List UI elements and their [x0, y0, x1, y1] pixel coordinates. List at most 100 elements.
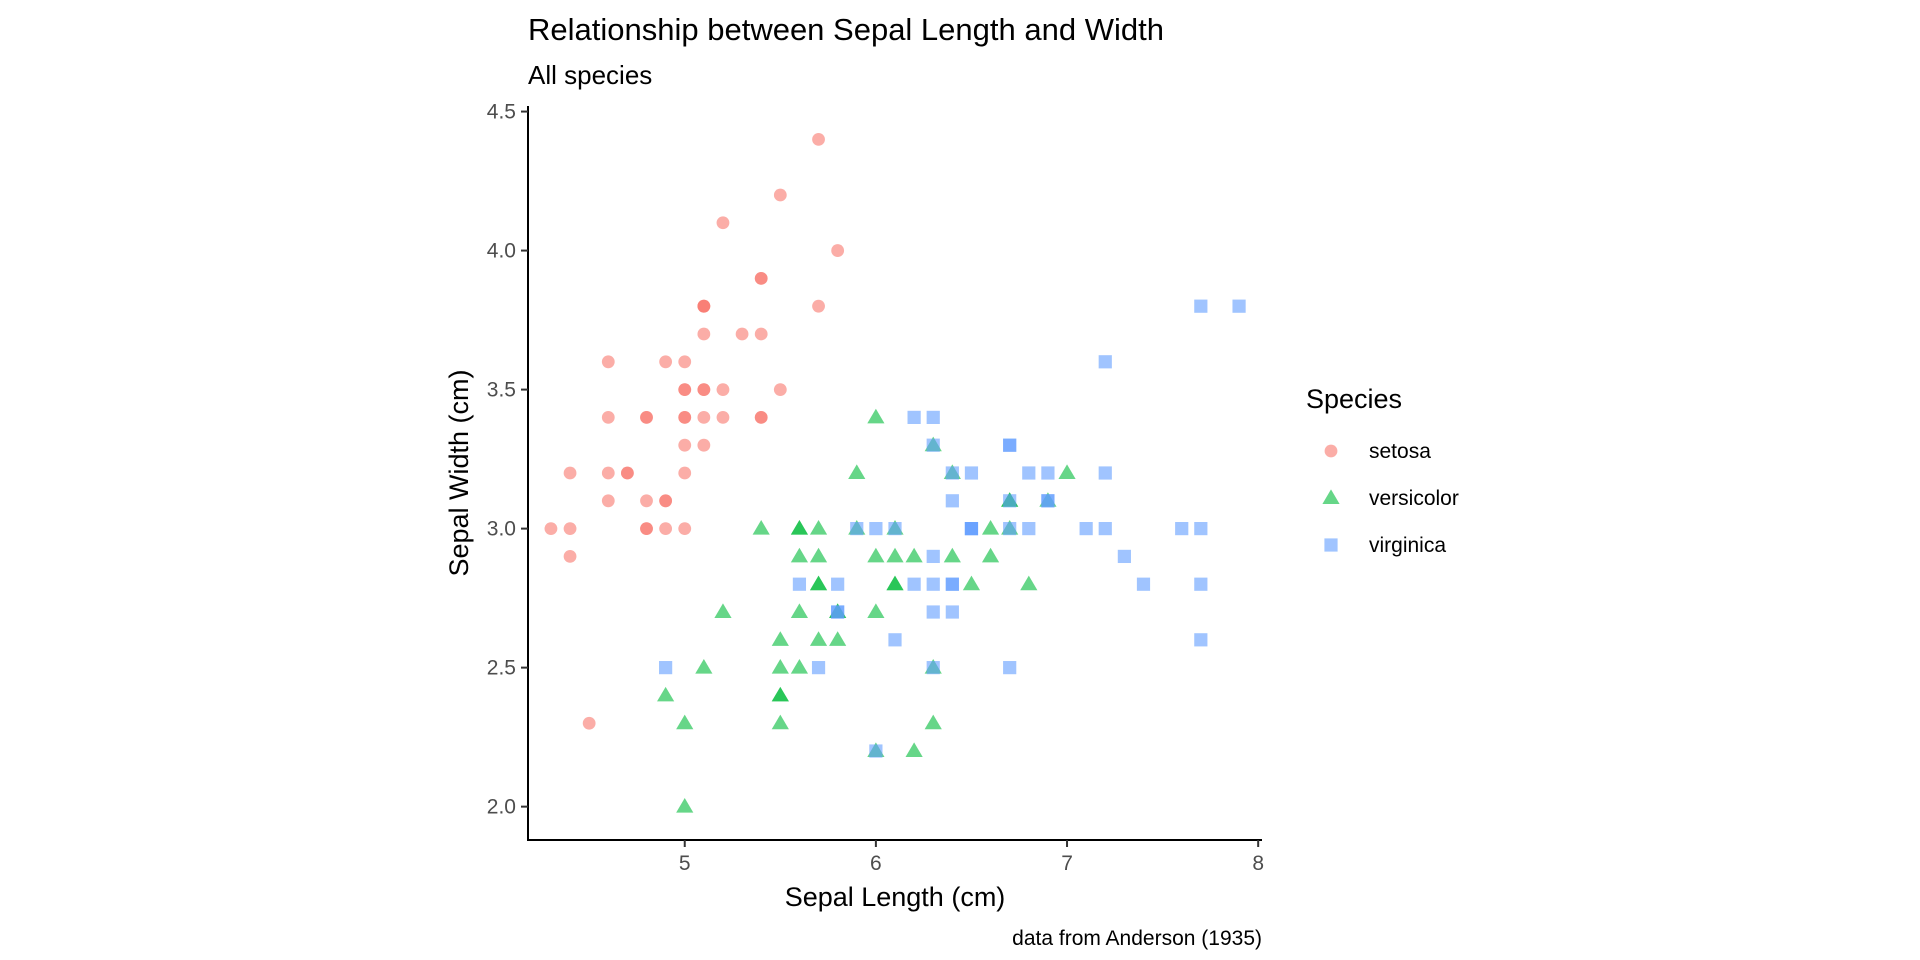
setosa-point: [640, 522, 653, 536]
legend-item-versicolor: versicolor: [1322, 487, 1459, 510]
versicolor-point: [790, 659, 809, 674]
setosa-point: [678, 438, 692, 452]
versicolor-point: [962, 575, 981, 591]
series-versicolor: [657, 408, 1076, 813]
virginica-point: [1098, 355, 1112, 369]
chart-title: Relationship between Sepal Length and Wi…: [528, 12, 1164, 47]
virginica-point: [659, 661, 673, 675]
x-tick-label: 5: [679, 852, 691, 875]
virginica-point: [811, 661, 826, 675]
virginica-point: [1003, 661, 1017, 675]
virginica-point: [1175, 522, 1189, 536]
setosa-point: [678, 522, 692, 536]
x-tick-label: 8: [1252, 852, 1264, 875]
virginica-point: [907, 410, 921, 424]
setosa-point: [601, 494, 615, 508]
setosa-point: [754, 327, 768, 341]
virginica-point: [926, 438, 940, 452]
virginica-point: [1041, 494, 1055, 508]
setosa-point: [563, 550, 577, 563]
legend-label-versicolor: versicolor: [1369, 487, 1459, 510]
virginica-point: [1232, 299, 1246, 313]
setosa-point: [773, 383, 787, 396]
y-tick-label: 2.0: [487, 796, 516, 819]
setosa-point: [601, 355, 615, 369]
setosa-point: [697, 299, 711, 313]
setosa-point: [697, 383, 711, 396]
virginica-point: [1003, 438, 1017, 452]
y-tick-label: 2.5: [487, 657, 516, 680]
setosa-point: [659, 355, 673, 369]
setosa-point: [697, 438, 711, 452]
y-tick-label: 4.0: [487, 240, 516, 263]
setosa-point: [716, 410, 730, 424]
setosa-point: [659, 494, 673, 508]
setosa-point: [754, 410, 768, 424]
virginica-point: [1098, 466, 1112, 480]
setosa-point: [716, 383, 730, 396]
virginica-point: [869, 522, 883, 536]
y-axis-title: Sepal Width (cm): [444, 369, 474, 576]
x-axis-title: Sepal Length (cm): [785, 882, 1006, 912]
y-tick-label: 3.0: [487, 518, 516, 541]
setosa-point: [678, 355, 692, 369]
versicolor-point: [771, 686, 789, 702]
legend-label-setosa: setosa: [1369, 440, 1431, 463]
virginica-point: [945, 466, 959, 480]
virginica-point: [1022, 522, 1036, 536]
versicolor-point: [867, 603, 885, 619]
versicolor-point: [886, 547, 904, 563]
setosa-point: [812, 132, 825, 146]
versicolor-point: [905, 742, 923, 758]
virginica-point: [1136, 577, 1151, 591]
x-ticks-layer: 5 6 7 8: [679, 840, 1264, 875]
versicolor-point: [676, 798, 694, 813]
setosa-point: [582, 716, 596, 730]
versicolor-point: [981, 520, 1000, 535]
versicolor-point: [771, 714, 789, 730]
versicolor-point: [981, 547, 1000, 563]
chart-caption: data from Anderson (1935): [1012, 927, 1262, 950]
setosa-point: [735, 327, 749, 341]
setosa-point: [620, 466, 634, 480]
setosa-point: [659, 522, 673, 536]
virginica-point: [888, 633, 902, 647]
versicolor-point: [809, 520, 828, 535]
versicolor-point: [809, 631, 828, 646]
setosa-point: [697, 327, 711, 341]
versicolor-point: [809, 575, 828, 591]
virginica-point: [945, 577, 959, 591]
versicolor-point: [1020, 575, 1038, 591]
legend-item-setosa: setosa: [1324, 440, 1431, 463]
setosa-point: [812, 299, 825, 313]
y-tick-label: 4.5: [487, 101, 516, 124]
setosa-point: [563, 466, 577, 480]
virginica-point: [926, 605, 940, 619]
x-tick-label: 6: [870, 852, 882, 875]
virginica-point: [1194, 633, 1208, 647]
setosa-point: [678, 466, 692, 480]
virginica-point: [1098, 522, 1112, 536]
setosa-point: [544, 522, 558, 536]
legend-title: Species: [1306, 384, 1402, 414]
points-layer: [544, 132, 1246, 813]
series-setosa: [544, 132, 845, 730]
legend-key-virginica: [1324, 538, 1338, 552]
virginica-point: [792, 577, 807, 591]
setosa-point: [697, 410, 711, 424]
virginica-point: [964, 522, 979, 536]
chart-subtitle: All species: [528, 60, 652, 90]
versicolor-point: [867, 547, 885, 563]
virginica-point: [831, 605, 845, 619]
y-ticks-layer: 2.0 2.5 3.0 3.5 4.0 4.5: [487, 101, 528, 819]
versicolor-point: [676, 714, 694, 730]
series-virginica: [659, 299, 1246, 758]
versicolor-point: [695, 659, 713, 674]
virginica-point: [1117, 549, 1131, 564]
versicolor-point: [790, 603, 809, 619]
versicolor-point: [771, 631, 789, 646]
virginica-point: [926, 577, 940, 591]
virginica-point: [1022, 466, 1036, 480]
virginica-point: [888, 522, 902, 536]
